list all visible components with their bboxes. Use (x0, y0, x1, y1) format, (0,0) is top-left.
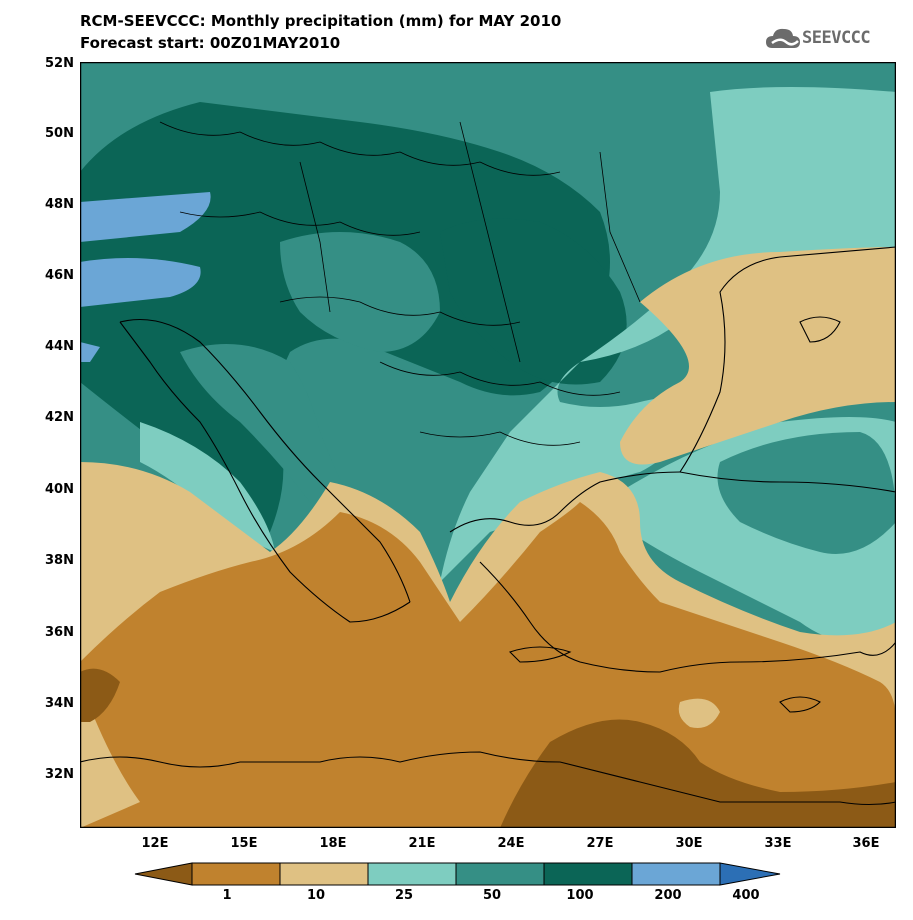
colorbar-cell (455, 862, 545, 886)
lon-label: 24E (497, 836, 525, 851)
cloud-icon (766, 28, 800, 48)
lat-label: 44N (45, 339, 74, 354)
colorbar-label: 10 (306, 888, 326, 903)
lat-label: 42N (45, 410, 74, 425)
seevccc-logo: SEEVCCC (766, 24, 906, 56)
lon-label: 33E (764, 836, 792, 851)
colorbar-cell (367, 862, 457, 886)
lat-label: 48N (45, 197, 74, 212)
precipitation-map (80, 62, 896, 828)
colorbar-cell (543, 862, 633, 886)
lon-label: 18E (319, 836, 347, 851)
colorbar-cell (631, 862, 721, 886)
forecast-start-label: Forecast start: 00Z01MAY2010 (80, 34, 341, 52)
lat-label: 38N (45, 553, 74, 568)
colorbar-label: 400 (732, 888, 760, 903)
colorbar-label: 25 (394, 888, 414, 903)
colorbar-cell (191, 862, 281, 886)
colorbar-label: 100 (566, 888, 594, 903)
logo-text: SEEVCCC (802, 28, 871, 48)
lon-label: 15E (230, 836, 258, 851)
lon-label: 30E (675, 836, 703, 851)
lat-label: 32N (45, 767, 74, 782)
colorbar-cell (719, 862, 781, 886)
lat-label: 50N (45, 126, 74, 141)
lon-label: 27E (586, 836, 614, 851)
lat-label: 52N (45, 56, 74, 71)
colorbar-label: 1 (222, 888, 232, 903)
colorbar (134, 862, 781, 886)
lat-label: 36N (45, 625, 74, 640)
lat-label: 46N (45, 268, 74, 283)
lat-label: 34N (45, 696, 74, 711)
lon-label: 21E (408, 836, 436, 851)
lon-label: 36E (852, 836, 880, 851)
colorbar-label: 50 (482, 888, 502, 903)
colorbar-label: 200 (654, 888, 682, 903)
colorbar-cell (279, 862, 369, 886)
lon-label: 12E (141, 836, 169, 851)
map-title: RCM-SEEVCCC: Monthly precipitation (mm) … (80, 12, 562, 30)
colorbar-cell (134, 862, 193, 886)
lat-label: 40N (45, 482, 74, 497)
